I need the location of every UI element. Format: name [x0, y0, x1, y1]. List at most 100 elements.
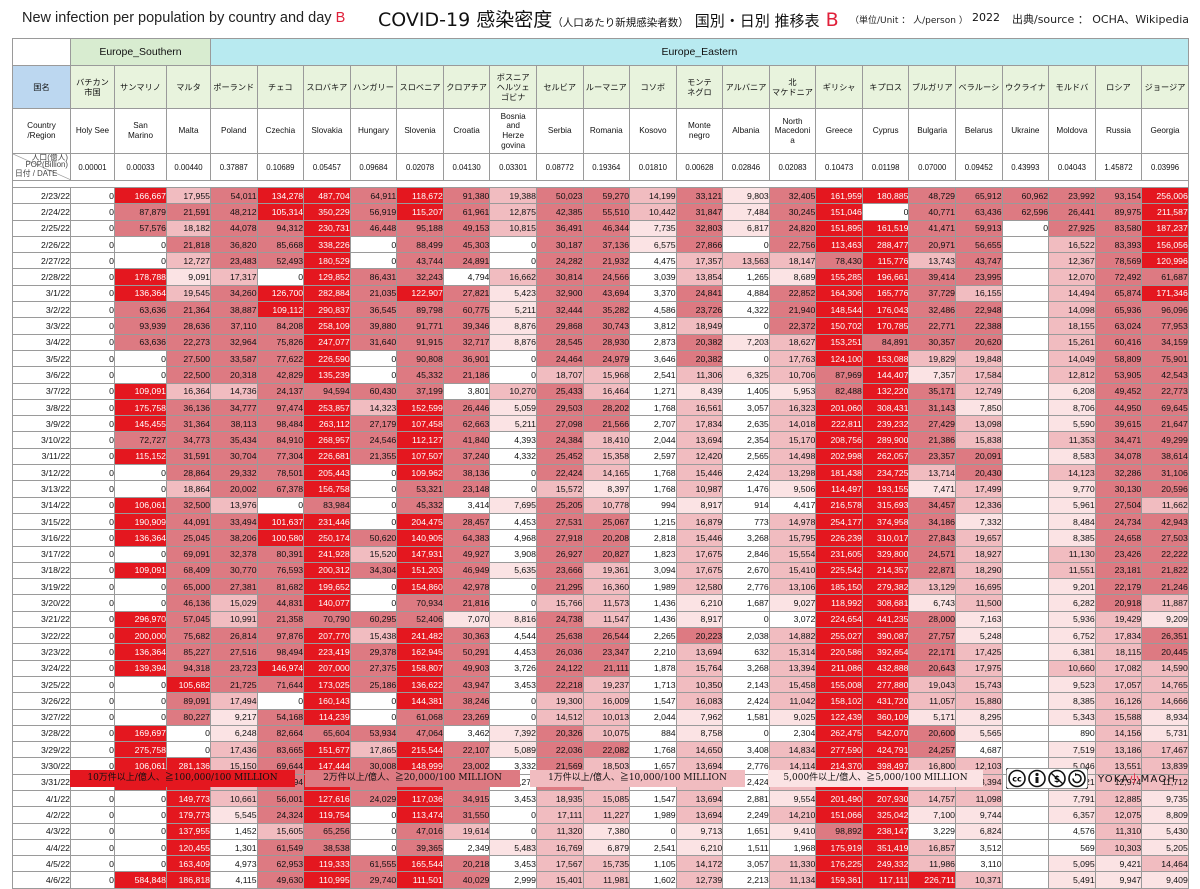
value-cell: 60,416	[1094, 333, 1143, 351]
value-cell: 11,134	[768, 871, 817, 889]
value-cell: 160,143	[303, 692, 351, 710]
value-cell	[1001, 415, 1050, 433]
date-cell: 3/14/22	[12, 496, 71, 514]
value-cell: 0	[70, 675, 115, 694]
date-cell: 3/23/22	[12, 643, 71, 661]
value-cell: 0	[70, 659, 115, 677]
value-cell: 71,644	[256, 675, 305, 694]
value-cell: 17,467	[1141, 741, 1189, 759]
value-cell: 9,713	[675, 822, 724, 840]
value-cell: 7,100	[908, 806, 956, 824]
legend: 10万件以上/億人、≧100,000/100 MILLION 2万件以上/億人、…	[0, 764, 1200, 794]
value-cell: 6,752	[1048, 627, 1096, 645]
value-cell: 38,614	[1141, 447, 1189, 466]
value-cell: 25,186	[349, 675, 398, 694]
value-cell: 16,083	[675, 692, 724, 710]
value-cell: 0	[349, 464, 398, 482]
value-cell: 24,658	[1094, 529, 1143, 547]
value-cell: 19,848	[955, 349, 1003, 368]
value-cell: 13,563	[722, 252, 770, 270]
value-cell: 5,211	[489, 415, 537, 433]
value-cell: 23,181	[1094, 561, 1143, 580]
value-cell: 431,720	[861, 692, 910, 710]
value-cell: 0	[489, 578, 537, 596]
value-cell: 158,102	[815, 692, 863, 710]
value-cell: 185,150	[815, 578, 863, 596]
country-name-en: Holy See	[70, 108, 115, 154]
value-cell: 1,452	[210, 822, 258, 840]
value-cell: 180,529	[303, 252, 351, 270]
table-row: 3/3/22 0 93,939 28,636 37,110 84,208 258,109 39…	[12, 317, 1189, 335]
value-cell: 75,682	[166, 627, 211, 645]
value-cell: 13,694	[675, 643, 724, 661]
value-cell: 151,895	[815, 219, 863, 237]
population-value: 0.02083	[768, 153, 817, 181]
value-cell: 17,357	[675, 252, 724, 270]
value-cell: 0	[70, 545, 115, 563]
value-cell: 224,654	[815, 610, 863, 629]
value-cell: 53,321	[396, 480, 444, 498]
value-cell: 0	[70, 219, 115, 237]
value-cell: 262,475	[815, 724, 863, 743]
value-cell: 3,414	[442, 496, 491, 514]
value-cell: 3,268	[722, 659, 770, 677]
value-cell: 3,726	[489, 659, 537, 677]
value-cell: 120,455	[166, 838, 211, 857]
value-cell: 155,008	[815, 675, 863, 694]
country-name-en: Romania	[582, 108, 631, 154]
value-cell: 8,439	[675, 382, 724, 400]
value-cell	[1001, 252, 1050, 270]
value-cell: 100,580	[256, 529, 305, 547]
value-cell: 77,953	[1141, 317, 1189, 335]
value-cell: 29,503	[535, 398, 584, 417]
value-cell: 289,900	[861, 431, 910, 449]
value-cell: 360,109	[861, 708, 910, 726]
value-cell: 1,968	[768, 838, 817, 857]
value-cell: 165,776	[861, 284, 910, 303]
date-cell: 3/26/22	[12, 692, 71, 710]
value-cell: 20,326	[535, 724, 584, 743]
value-cell: 31,364	[166, 415, 211, 433]
table-row: 3/14/22 0 106,061 32,500 13,976 0 83,984 0 45,33…	[12, 496, 1189, 514]
value-cell: 262,057	[861, 447, 910, 466]
value-cell: 0	[70, 855, 115, 873]
value-cell: 34,260	[210, 284, 258, 303]
value-cell: 14,590	[1141, 659, 1189, 677]
value-cell: 2,424	[722, 692, 770, 710]
value-cell: 214,357	[861, 561, 910, 580]
value-cell: 94,318	[166, 659, 211, 677]
value-cell: 161,519	[861, 219, 910, 237]
value-cell: 61,961	[442, 203, 491, 221]
value-cell: 20,596	[1141, 480, 1189, 498]
value-cell: 13,129	[908, 578, 956, 596]
value-cell: 72,727	[114, 431, 167, 449]
value-cell: 136,364	[114, 284, 167, 303]
value-cell: 11,887	[1141, 594, 1189, 612]
value-cell: 14,494	[1048, 284, 1096, 303]
value-cell: 1,768	[629, 480, 677, 498]
value-cell: 21,386	[908, 431, 956, 449]
value-cell: 0	[349, 252, 398, 270]
value-cell: 0	[722, 317, 770, 335]
value-cell: 15,458	[768, 675, 817, 694]
value-cell: 7,471	[908, 480, 956, 498]
value-cell: 16,126	[1094, 692, 1143, 710]
value-cell: 0	[349, 480, 398, 498]
value-cell: 6,381	[1048, 643, 1096, 661]
value-cell: 84,208	[256, 317, 305, 335]
value-cell: 19,237	[582, 675, 631, 694]
date-cell: 3/24/22	[12, 659, 71, 677]
value-cell: 70,790	[303, 610, 351, 629]
date-cell: 3/16/22	[12, 529, 71, 547]
value-cell: 10,270	[489, 382, 537, 400]
value-cell: 0	[629, 822, 677, 840]
value-cell	[1001, 235, 1050, 254]
value-cell: 70,934	[396, 594, 444, 612]
value-cell: 144,381	[396, 692, 444, 710]
title-japanese: COVID-19 感染密度（人口あたり新規感染者数） 国別・日別 推移表 B	[378, 9, 839, 31]
value-cell: 83,984	[303, 496, 351, 514]
date-cell: 3/28/22	[12, 724, 71, 743]
population-value: 0.01198	[861, 153, 910, 181]
value-cell	[1001, 708, 1050, 726]
value-cell: 119,333	[303, 855, 351, 873]
